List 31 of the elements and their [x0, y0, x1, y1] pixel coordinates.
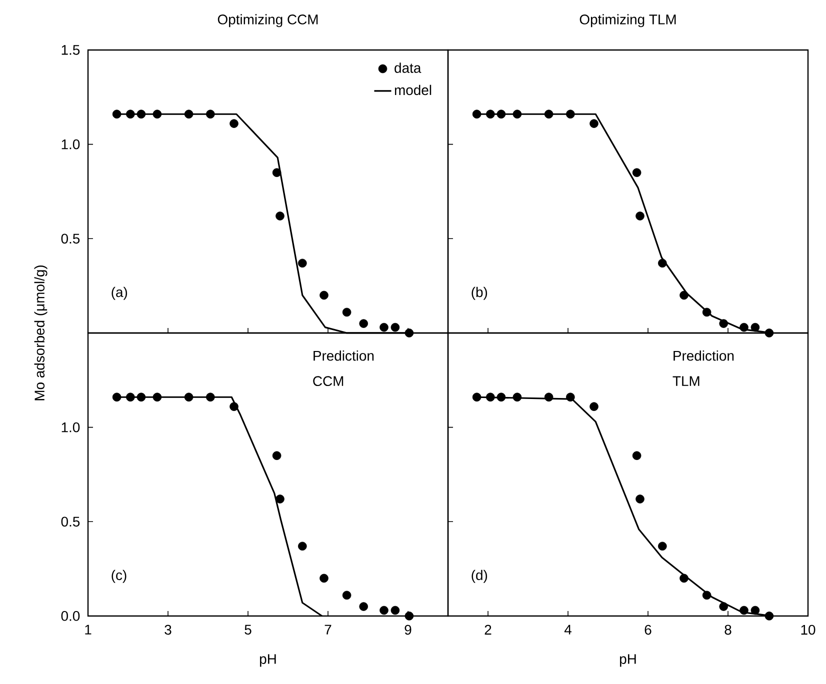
- x-tick-label: 6: [644, 624, 652, 635]
- x-tick-label: 10: [801, 624, 816, 635]
- y-tick-label: 1.0: [62, 422, 80, 432]
- legend-label: data: [394, 62, 422, 73]
- x-tick-label: 1: [85, 624, 92, 634]
- chart-title: Optimizing TLM: [580, 14, 676, 28]
- annotation: (d): [472, 570, 488, 583]
- x-axis-title: pH: [260, 654, 276, 667]
- annotation: Prediction: [314, 350, 374, 361]
- x-axis-title: pH: [620, 654, 636, 667]
- x-tick-label: 2: [484, 624, 492, 635]
- legend-label: model: [394, 84, 432, 96]
- x-tick-label: 8: [724, 624, 732, 635]
- annotation: Prediction: [674, 350, 734, 361]
- annotation: TLM: [672, 376, 700, 386]
- chart-title: Optimizing CCM: [218, 14, 318, 28]
- y-tick-label: 1.0: [62, 139, 80, 150]
- y-tick-label: 1.5: [62, 45, 80, 55]
- x-tick-label: 3: [164, 624, 172, 635]
- y-tick-label: 0.5: [61, 516, 80, 527]
- y-axis-title: Mo adsorbed (μmol/g): [34, 266, 48, 400]
- x-tick-label: 7: [324, 624, 332, 634]
- x-tick-label: 9: [404, 624, 412, 635]
- annotation: (c): [112, 570, 126, 583]
- x-tick-label: 5: [244, 624, 252, 635]
- y-tick-label: 0.5: [61, 234, 80, 244]
- y-tick-label: 0.0: [61, 611, 80, 621]
- annotation: (b): [472, 286, 488, 300]
- x-tick-label: 4: [564, 624, 572, 634]
- annotation: (a): [112, 286, 128, 300]
- annotation: CCM: [313, 376, 344, 386]
